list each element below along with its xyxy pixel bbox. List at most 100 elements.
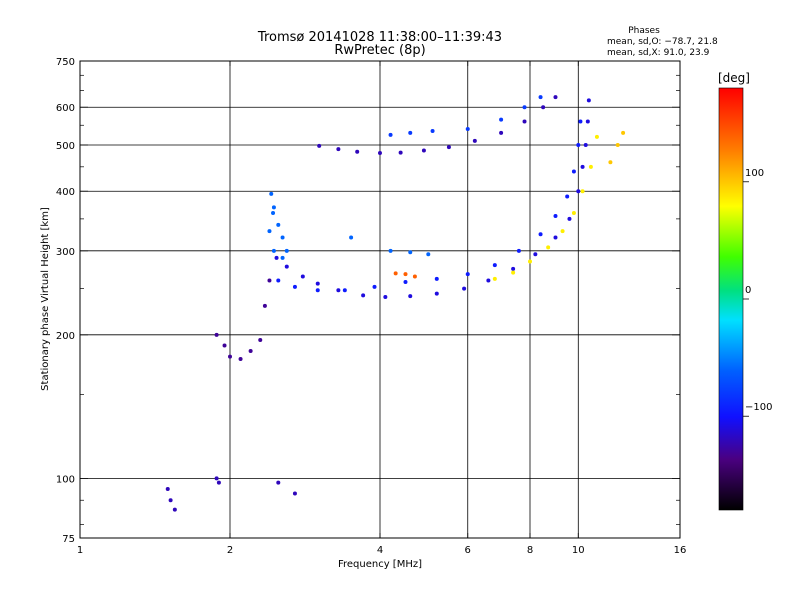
x-axis: 1 2 4 6 8 10 16: [77, 61, 687, 556]
echo-point: [267, 278, 272, 283]
x-tick-label: 6: [465, 545, 471, 556]
echo-point: [403, 272, 408, 277]
echo-point: [214, 332, 219, 337]
echo-point: [271, 248, 276, 253]
echo-point: [378, 151, 382, 156]
x-tick-label: 4: [377, 545, 383, 556]
x-tick-label: 16: [674, 545, 687, 556]
echo-point: [553, 213, 558, 218]
echo-point: [465, 127, 470, 132]
echo-point: [271, 205, 276, 210]
echo-point: [426, 252, 431, 257]
echo-point: [446, 145, 451, 150]
echo-point: [578, 119, 583, 124]
echo-point: [583, 142, 588, 147]
echo-point: [594, 134, 599, 139]
echo-point: [546, 245, 551, 250]
echo-point: [434, 276, 439, 281]
echo-point: [608, 160, 613, 165]
echo-point: [511, 266, 516, 271]
echo-point: [499, 117, 504, 122]
y-tick-label: 300: [56, 247, 75, 258]
y-axis-label: Stationary phase Virtual Height [km]: [40, 207, 51, 391]
echo-point: [214, 476, 219, 481]
echo-point: [398, 150, 403, 155]
echo-point: [576, 189, 581, 194]
colorbar: [718, 87, 744, 511]
echo-points: [165, 95, 626, 512]
echo-point: [571, 211, 576, 216]
echo-point: [434, 291, 439, 296]
echo-point: [408, 130, 413, 135]
y-axis: 75 100 200 300 400 500 600 750: [56, 57, 680, 545]
x-tick-label: 10: [572, 545, 585, 556]
echo-point: [580, 164, 585, 169]
y-tick-label: 400: [56, 187, 75, 198]
echo-point: [393, 271, 398, 276]
echo-point: [238, 356, 243, 361]
echo-point: [408, 294, 413, 299]
phase-stats-o: mean, sd,O: −78.7, 21.8: [607, 37, 718, 47]
colorbar-label: [deg]: [718, 71, 750, 85]
echo-point: [222, 343, 227, 348]
echo-point: [317, 143, 322, 148]
echo-point: [462, 286, 467, 291]
echo-point: [541, 105, 546, 110]
echo-point: [615, 142, 620, 147]
echo-point: [421, 148, 426, 153]
echo-point: [267, 229, 272, 234]
phases-heading: Phases: [628, 26, 660, 36]
echo-point: [383, 295, 388, 300]
echo-point: [571, 169, 576, 174]
echo-point: [276, 222, 281, 227]
echo-point: [533, 252, 538, 257]
echo-point: [172, 507, 177, 512]
echo-point: [315, 281, 320, 286]
echo-point: [292, 284, 297, 289]
x-axis-label: Frequency [MHz]: [338, 559, 422, 570]
echo-point: [560, 229, 565, 234]
echo-point: [388, 132, 393, 137]
echo-point: [580, 189, 585, 194]
echo-point: [372, 284, 377, 289]
echo-point: [492, 276, 497, 281]
echo-point: [276, 480, 281, 485]
echo-point: [412, 274, 417, 279]
echo-point: [168, 498, 173, 503]
echo-point: [538, 232, 543, 237]
echo-point: [586, 98, 591, 103]
echo-point: [621, 130, 626, 135]
y-tick-label: 200: [56, 331, 75, 342]
echo-point: [528, 259, 532, 264]
colorbar-tick-label: −100: [745, 402, 772, 413]
grid-lines: [80, 61, 680, 538]
phase-stats-x: mean, sd,X: 91.0, 23.9: [607, 48, 710, 58]
echo-point: [565, 194, 570, 199]
x-tick-label: 8: [527, 545, 533, 556]
colorbar-ticks: 100 0 −100: [743, 168, 772, 417]
echo-point: [228, 354, 232, 359]
echo-point: [262, 303, 267, 308]
colorbar-tick-label: 0: [745, 285, 751, 296]
echo-point: [553, 235, 558, 240]
echo-point: [516, 248, 521, 253]
echo-point: [258, 338, 263, 343]
echo-point: [292, 491, 297, 496]
echo-point: [553, 95, 558, 100]
echo-point: [499, 130, 504, 135]
echo-point: [336, 147, 341, 152]
echo-point: [588, 164, 593, 169]
echo-point: [567, 216, 572, 221]
echo-point: [276, 278, 281, 283]
echo-point: [274, 255, 279, 260]
y-tick-label: 600: [56, 103, 75, 114]
echo-point: [269, 191, 274, 196]
echo-point: [388, 248, 393, 253]
y-tick-label: 100: [56, 474, 75, 485]
echo-point: [284, 248, 289, 253]
echo-point: [361, 293, 366, 298]
echo-point: [492, 263, 497, 268]
echo-point: [408, 250, 413, 255]
